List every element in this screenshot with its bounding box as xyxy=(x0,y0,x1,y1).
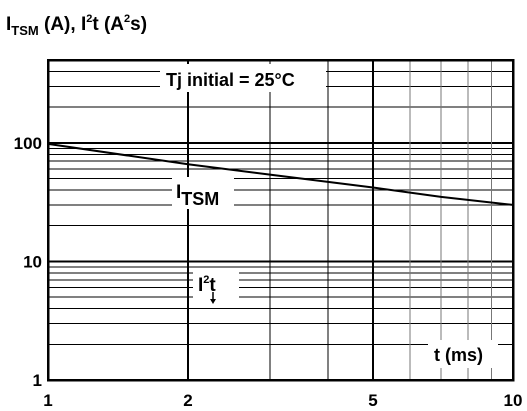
title-end: t (A xyxy=(92,14,124,35)
series-line-itsm xyxy=(47,142,514,206)
i2t-label-main: I xyxy=(198,275,203,296)
title-sub: TSM xyxy=(11,23,38,38)
series-lines xyxy=(47,142,514,206)
x-tick-label: 2 xyxy=(183,391,192,410)
xaxis-label-background xyxy=(428,340,498,368)
x-tick-label: 1 xyxy=(43,391,52,410)
itsm-label-main: I xyxy=(176,182,181,203)
x-tick-label: 10 xyxy=(504,391,523,410)
x-tick-label: 5 xyxy=(368,391,377,410)
grid-lines xyxy=(48,59,513,381)
title-tail: s) xyxy=(130,14,147,35)
title-sup2: 2 xyxy=(124,13,130,25)
itsm-series-label: ITSM xyxy=(176,182,219,209)
tj-label-background xyxy=(160,64,326,92)
i2t-arrowhead-icon xyxy=(210,299,216,304)
x-axis-label: t (ms) xyxy=(434,345,483,365)
title-main: I xyxy=(6,14,11,35)
tick-labels: 1 2 5 10 1 10 100 xyxy=(14,134,523,410)
chart-title: ITSM (A), I2t (A2s) xyxy=(6,13,147,38)
itsm-label-sub: TSM xyxy=(181,189,219,209)
title-sup: 2 xyxy=(86,13,92,25)
title-rest: (A), I xyxy=(39,14,87,35)
y-tick-label: 10 xyxy=(23,252,42,271)
y-tick-label: 1 xyxy=(33,371,42,390)
tj-initial-label: Tj initial = 25°C xyxy=(166,70,295,90)
i2t-label-sup: 2 xyxy=(203,274,209,286)
i2t-label: I2t xyxy=(198,274,216,296)
i2t-label-background xyxy=(193,268,239,298)
i2t-label-end: t xyxy=(209,275,216,296)
y-tick-label: 100 xyxy=(14,134,42,153)
plot-frame xyxy=(46,58,515,382)
itsm-label-background xyxy=(172,177,234,209)
